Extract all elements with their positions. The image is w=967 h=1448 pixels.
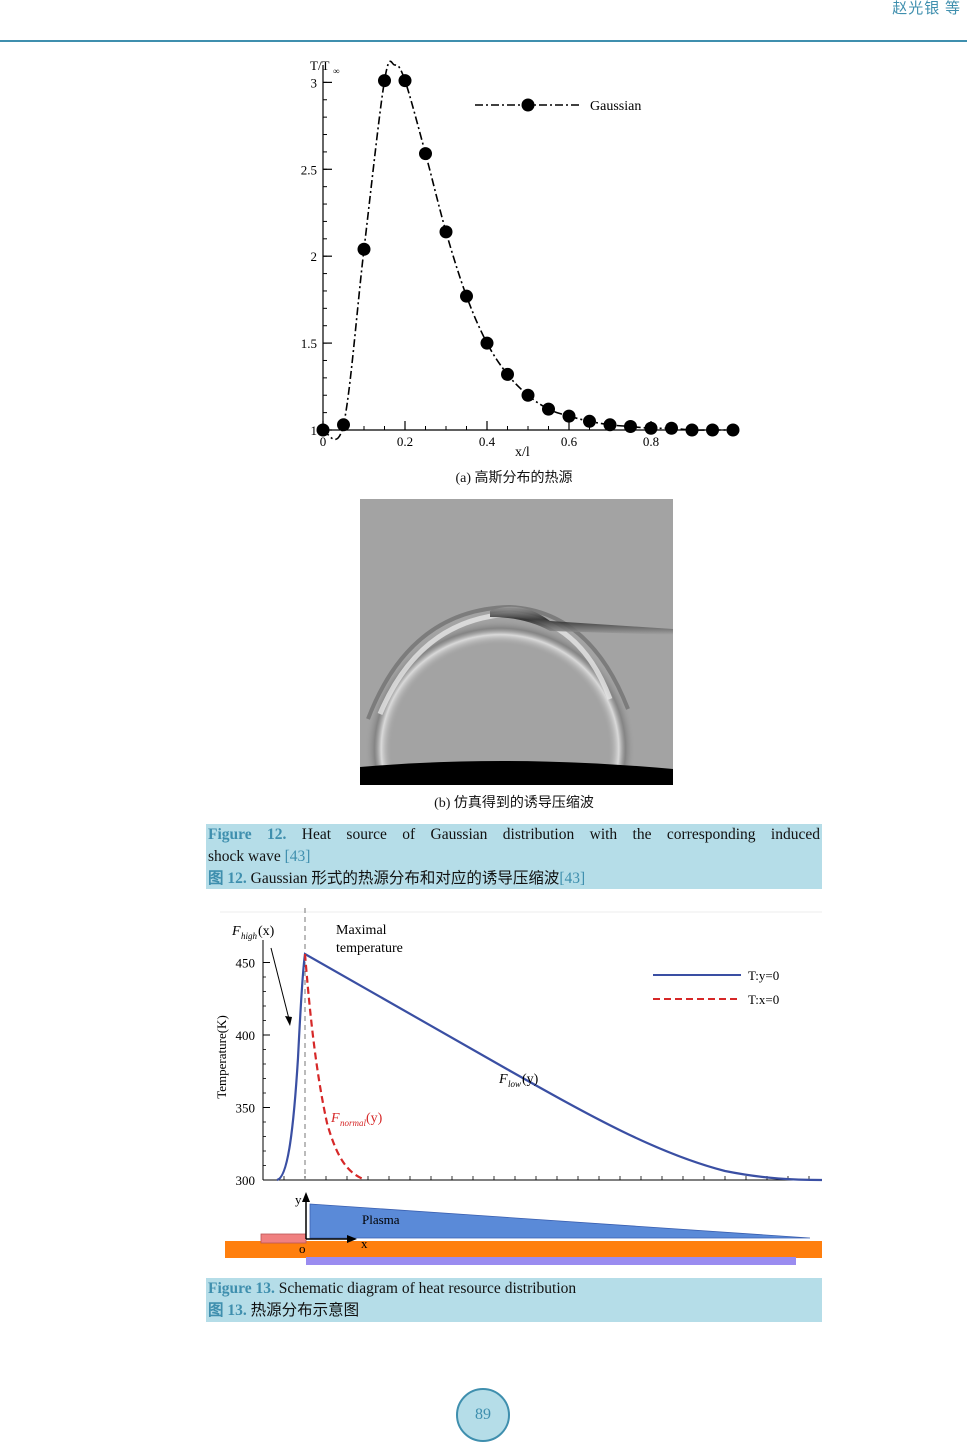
gaussian-data-point	[501, 367, 514, 381]
legend-label-t-y0: T:y=0	[748, 968, 779, 983]
gaussian-data-point	[419, 147, 432, 161]
gaussian-data-point	[521, 388, 535, 402]
subplot-b-caption: (b) 仿真得到的诱导压缩波	[434, 796, 594, 811]
svg-text:low: low	[508, 1079, 521, 1089]
maximal-temperature-label-2: temperature	[336, 941, 403, 956]
plasma-schematic: y x o Plasma	[225, 1192, 822, 1265]
legend-label: Gaussian	[590, 99, 641, 114]
svg-text:(y): (y)	[522, 1072, 539, 1087]
schematic-x-label: x	[361, 1236, 368, 1251]
orange-substrate	[225, 1241, 822, 1258]
y-tick-label: 300	[236, 1173, 256, 1188]
gaussian-data-point	[726, 423, 740, 437]
gaussian-series-line	[322, 60, 733, 441]
x-axis-label: x/l	[515, 445, 530, 460]
svg-text:normal: normal	[340, 1118, 367, 1128]
gaussian-data-point	[542, 402, 555, 416]
figure12-citation[interactable]: [43]	[284, 848, 311, 865]
running-header: 赵光银 等	[892, 1, 961, 17]
gaussian-data-point	[357, 242, 371, 256]
figure12-caption-en-line2: shock wave [43]	[208, 848, 311, 865]
flow-annotation: F low (y)	[498, 1072, 539, 1089]
maximal-temperature-label: Maximal	[336, 923, 387, 938]
figure13-caption-en: Figure 13. Schematic diagram of heat res…	[208, 1280, 577, 1297]
gaussian-data-point	[378, 74, 391, 88]
plasma-label: Plasma	[362, 1212, 400, 1227]
x-tick-label: 0.4	[479, 434, 496, 449]
x-tick-label: 0.2	[397, 434, 413, 449]
y-tick-label: 2.5	[301, 162, 317, 177]
figure12-caption-cn: 图 12. Gaussian 形式的热源分布和对应的诱导压缩波[43]	[208, 870, 586, 887]
gaussian-data-point	[562, 409, 576, 423]
gaussian-data-point	[398, 74, 412, 88]
svg-text:(y): (y)	[366, 1111, 383, 1126]
gaussian-data-point	[460, 289, 473, 303]
figure12-caption-en-line1: Figure 12. Heat source of Gaussian distr…	[208, 826, 821, 843]
subplot-a-caption: (a) 高斯分布的热源	[455, 471, 573, 486]
page-number: 89	[456, 1388, 510, 1442]
gaussian-data-point	[583, 414, 596, 428]
schematic-origin-label: o	[299, 1241, 306, 1256]
series-t-y0-line	[276, 952, 823, 1182]
x-tick-label: 0.6	[561, 434, 578, 449]
y-tick-label: 1	[311, 423, 318, 438]
svg-text:high: high	[241, 931, 258, 941]
figure13-caption: Figure 13. Schematic diagram of heat res…	[206, 1278, 822, 1322]
gaussian-data-point	[439, 225, 453, 239]
svg-text:F: F	[498, 1072, 508, 1087]
y-axis-label: T/T	[310, 58, 330, 73]
legend-label-t-x0: T:x=0	[748, 992, 779, 1007]
fhigh-annotation: F high (x)	[231, 924, 292, 1026]
gaussian-data-point	[316, 423, 330, 437]
legend: T:y=0 T:x=0	[653, 968, 779, 1007]
x-tick-label: 0	[320, 434, 327, 449]
fnormal-annotation: F normal (y)	[330, 1111, 383, 1128]
figure12-caption: Figure 12. Heat source of Gaussian distr…	[206, 824, 822, 889]
legend: Gaussian	[475, 98, 641, 114]
svg-text:F: F	[330, 1111, 340, 1126]
x-tick-label: 0.8	[643, 434, 659, 449]
figure13-caption-cn: 图 13. 热源分布示意图	[208, 1302, 360, 1319]
svg-text:F: F	[231, 924, 241, 939]
gaussian-data-point	[337, 418, 350, 432]
svg-text:(x): (x)	[258, 924, 275, 939]
gaussian-data-point	[665, 421, 678, 435]
series-t-x0-line	[303, 953, 364, 1181]
gaussian-data-point	[644, 421, 658, 435]
plasma-region	[309, 1203, 811, 1239]
gaussian-data-point	[480, 336, 494, 350]
y-axis-label: Temperature(K)	[214, 1015, 229, 1099]
legend-marker	[521, 98, 535, 112]
y-tick-label: 2	[311, 249, 318, 264]
gaussian-chart: 3 2.5 2 1.5 10 0.2 0.4 0.6 0.8 T/T ∞ x/l Gaussia…	[301, 58, 740, 460]
schematic-y-label: y	[295, 1192, 302, 1207]
shock-wave-simulation-image	[360, 499, 673, 785]
y-tick-label: 3	[311, 75, 318, 90]
gaussian-data-point	[624, 420, 637, 434]
y-tick-label: 450	[236, 956, 256, 971]
y-tick-label: 400	[236, 1028, 256, 1043]
gaussian-data-point	[603, 418, 617, 432]
gaussian-data-point	[706, 423, 719, 437]
y-tick-label: 1.5	[301, 336, 317, 351]
y-axis-label-sub: ∞	[333, 66, 339, 76]
header-rule	[0, 40, 967, 42]
temperature-distribution-chart: 450 400 350 300 Temperature(K) F high (x) M…	[214, 908, 823, 1265]
electrode-bar	[306, 1257, 796, 1265]
y-tick-label: 350	[236, 1101, 256, 1116]
figure12-citation-cn[interactable]: [43]	[559, 870, 586, 887]
gaussian-data-point	[685, 423, 699, 437]
